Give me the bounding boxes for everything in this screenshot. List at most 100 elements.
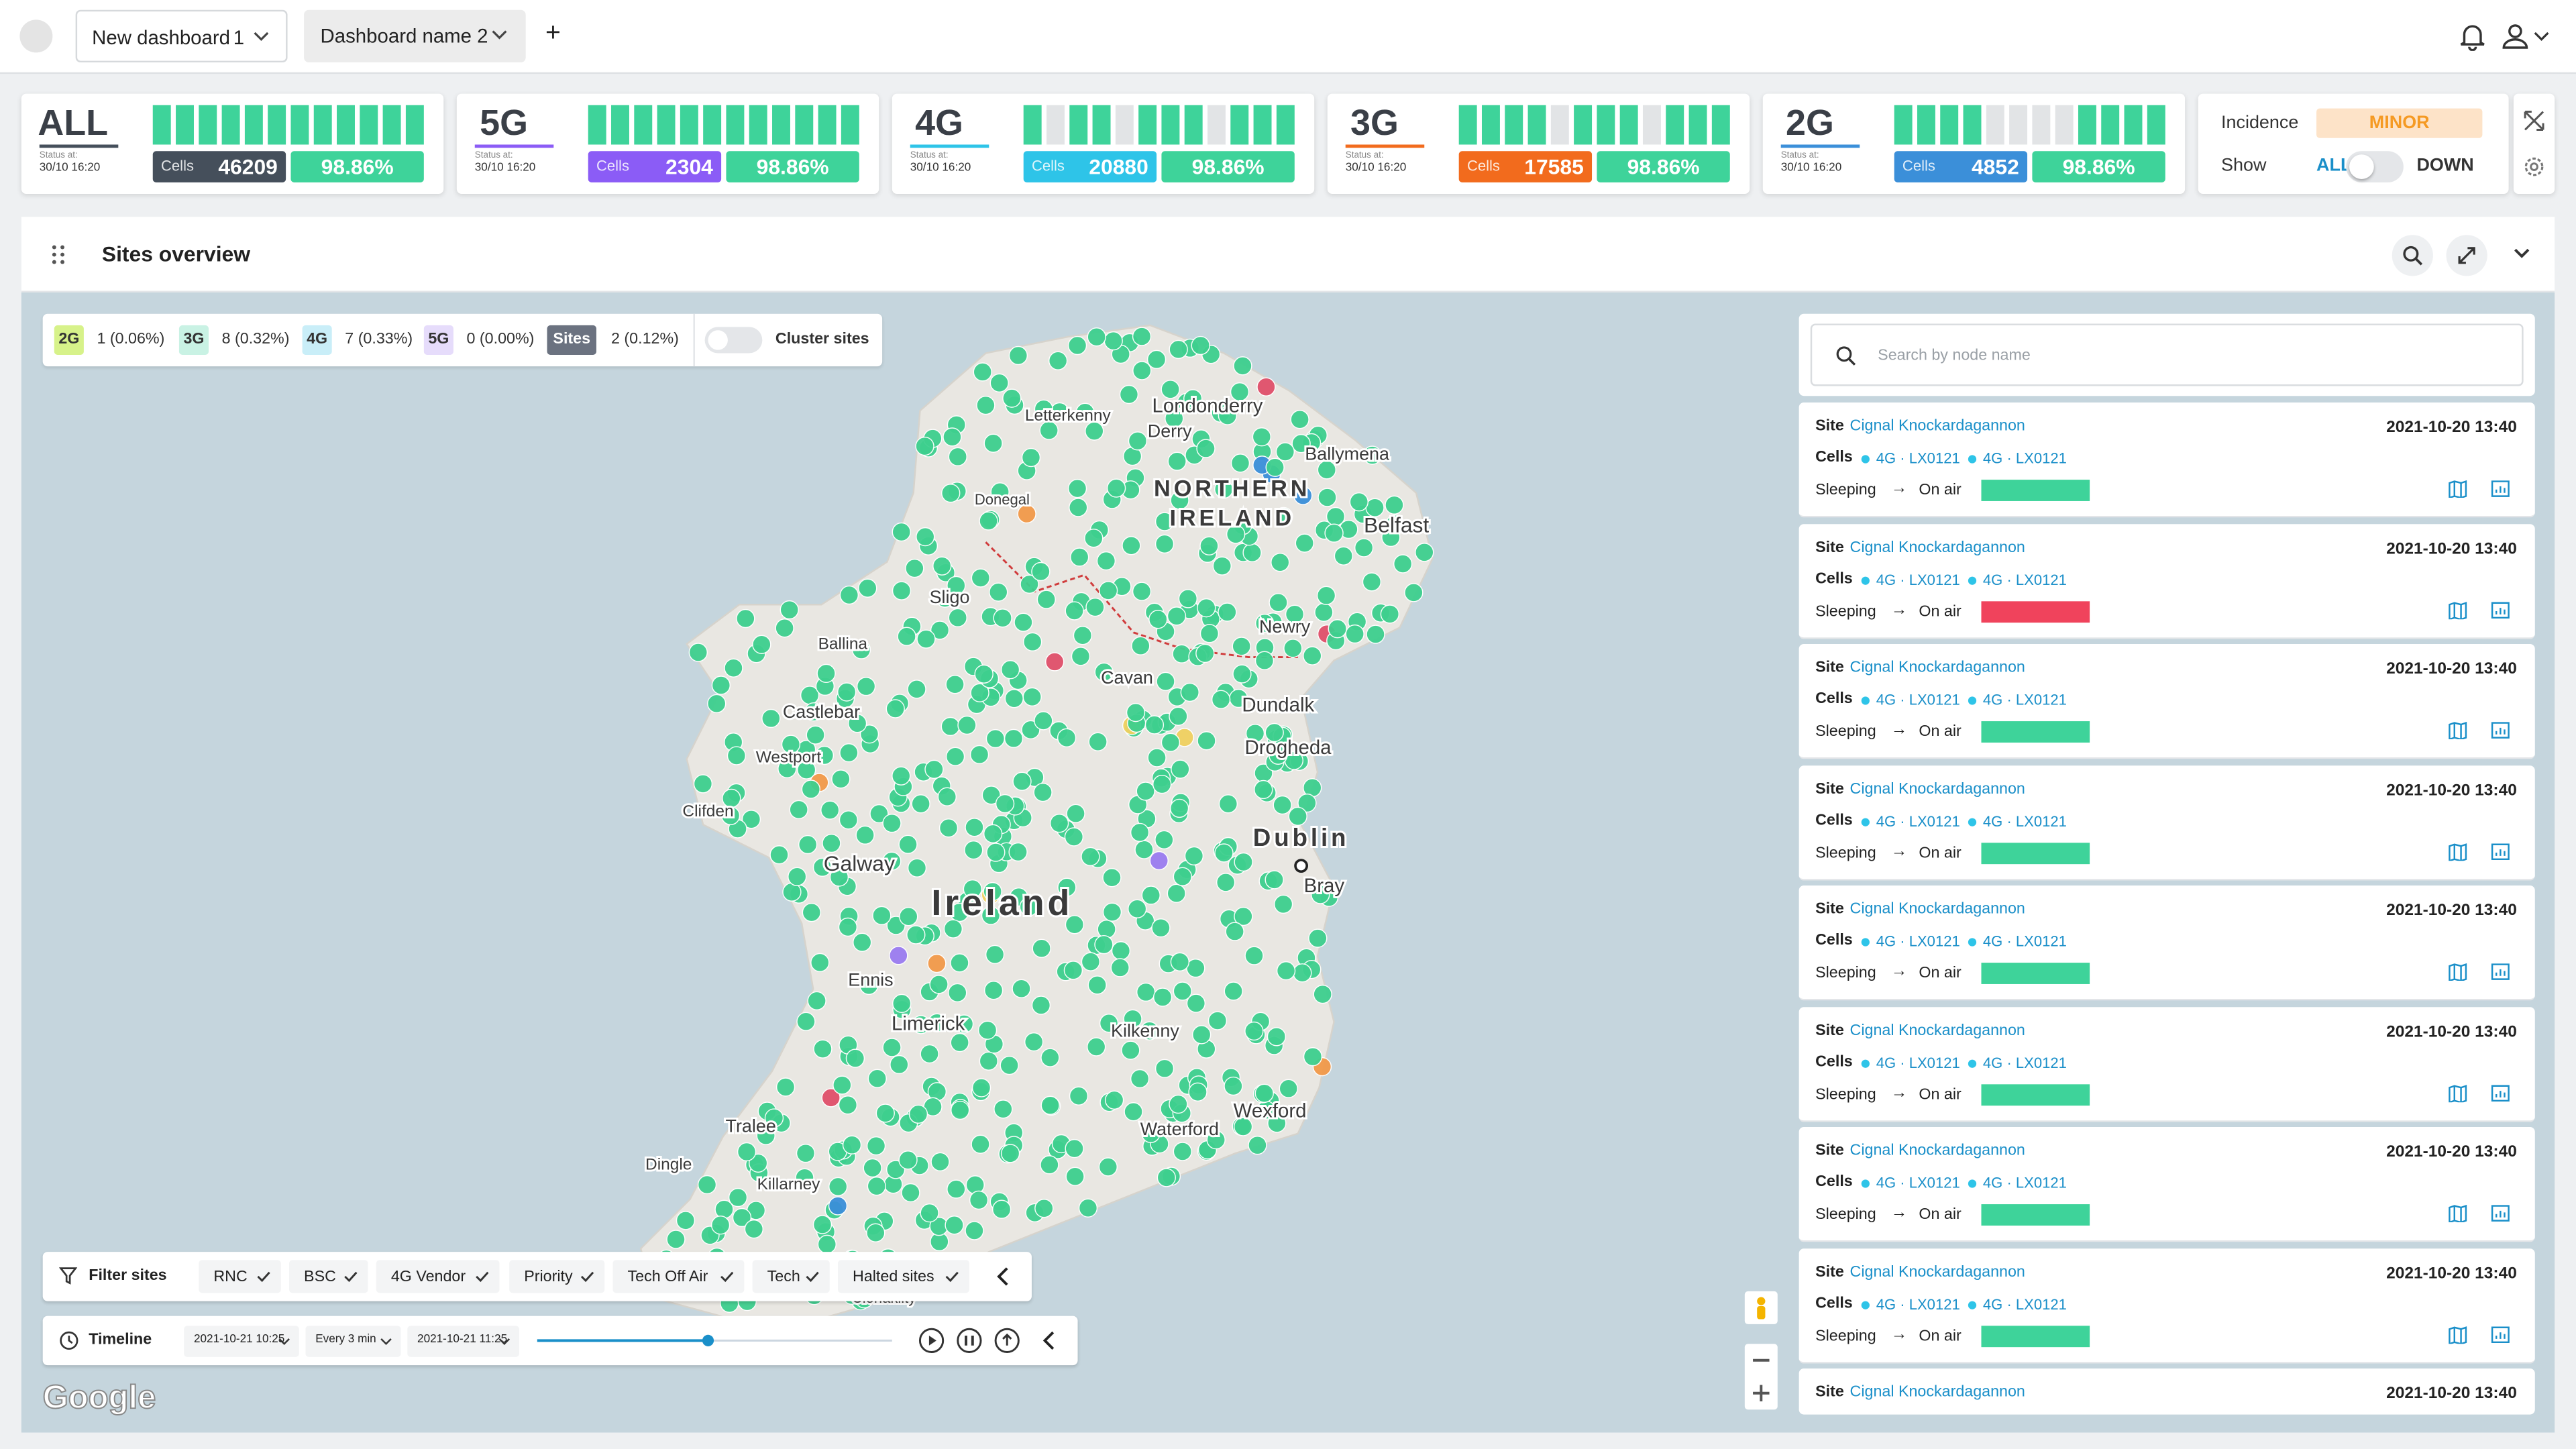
site-marker[interactable] [1256, 377, 1276, 396]
site-marker[interactable] [964, 840, 983, 860]
site-marker[interactable] [806, 725, 825, 745]
site-marker[interactable] [1191, 1025, 1212, 1044]
site-marker[interactable] [1087, 1037, 1106, 1057]
site-marker[interactable] [1032, 938, 1051, 959]
site-marker[interactable] [1214, 843, 1234, 863]
site-marker[interactable] [1232, 664, 1252, 684]
site-marker[interactable] [1197, 598, 1216, 618]
site-marker[interactable] [737, 1142, 757, 1162]
site-marker[interactable] [1313, 984, 1332, 1004]
site-marker[interactable] [969, 745, 989, 765]
site-marker[interactable] [839, 743, 859, 763]
site-marker[interactable] [1087, 975, 1107, 995]
cell-name[interactable]: 4G · LX0121 [1982, 1175, 2067, 1191]
site-marker[interactable] [821, 1088, 841, 1108]
filter-chip[interactable]: 4G Vendor [376, 1260, 500, 1293]
site-marker[interactable] [828, 1177, 848, 1197]
site-marker[interactable] [1078, 1198, 1098, 1218]
site-marker[interactable] [1224, 1076, 1243, 1096]
site-marker[interactable] [1012, 771, 1032, 791]
site-marker[interactable] [1324, 523, 1344, 543]
kpi-card[interactable]: 5G Status at: 30/10 16:20 Cells 2304 98.86% [456, 93, 879, 194]
site-marker[interactable] [1022, 687, 1042, 707]
cell-name[interactable]: 4G · LX0121 [1876, 450, 1960, 467]
site-marker[interactable] [1195, 643, 1215, 663]
site-marker[interactable] [899, 907, 918, 926]
site-marker[interactable] [1132, 361, 1152, 380]
site-marker[interactable] [1161, 733, 1181, 752]
site-marker[interactable] [915, 436, 934, 456]
site-marker[interactable] [727, 746, 747, 765]
site-name[interactable]: Cignal Knockardagannon [1849, 1383, 2025, 1401]
site-card[interactable]: Site Cignal Knockardagannon 2021-10-20 13:… [1799, 765, 2535, 880]
site-marker[interactable] [911, 794, 930, 814]
site-marker[interactable] [979, 1051, 999, 1071]
site-marker[interactable] [916, 527, 935, 547]
site-marker[interactable] [1124, 1102, 1143, 1122]
site-marker[interactable] [1271, 553, 1290, 572]
site-marker[interactable] [796, 1012, 816, 1031]
site-marker[interactable] [1196, 439, 1216, 458]
fullscreen-icon[interactable] [2524, 110, 2545, 131]
site-marker[interactable] [1273, 795, 1292, 815]
cell-name[interactable]: 4G · LX0121 [1876, 1054, 1960, 1071]
site-marker[interactable] [1265, 870, 1284, 890]
site-card[interactable]: Site Cignal Knockardagannon 2021-10-20 13:… [1799, 523, 2535, 639]
map-view-button[interactable] [2448, 842, 2467, 861]
site-marker[interactable] [892, 766, 911, 786]
site-marker[interactable] [965, 1221, 984, 1240]
site-marker[interactable] [1064, 827, 1084, 847]
site-marker[interactable] [1248, 1135, 1267, 1155]
site-marker[interactable] [901, 1183, 920, 1203]
site-marker[interactable] [1134, 840, 1154, 859]
site-marker[interactable] [1012, 979, 1031, 999]
site-marker[interactable] [859, 975, 879, 996]
site-marker[interactable] [666, 1230, 686, 1249]
site-marker[interactable] [1191, 335, 1210, 356]
site-marker[interactable] [1178, 589, 1198, 608]
site-marker[interactable] [1318, 488, 1337, 507]
show-all[interactable]: ALL [2316, 156, 2352, 176]
site-marker[interactable] [839, 585, 859, 605]
site-marker[interactable] [1283, 639, 1303, 658]
map-view-button[interactable] [2448, 721, 2467, 740]
site-marker[interactable] [812, 857, 833, 877]
site-marker[interactable] [1274, 506, 1293, 527]
filter-chip[interactable]: Priority [509, 1260, 605, 1293]
site-marker[interactable] [943, 919, 963, 938]
site-marker[interactable] [761, 708, 781, 729]
site-marker[interactable] [1088, 732, 1108, 751]
site-marker[interactable] [1354, 538, 1374, 557]
site-marker[interactable] [963, 879, 983, 899]
site-marker[interactable] [1295, 533, 1314, 553]
site-marker[interactable] [950, 1032, 969, 1053]
site-marker[interactable] [838, 1095, 858, 1115]
site-marker[interactable] [1255, 613, 1275, 633]
site-marker[interactable] [1393, 554, 1413, 574]
site-marker[interactable] [1110, 958, 1130, 977]
show-toggle[interactable] [2346, 151, 2404, 182]
site-marker[interactable] [1126, 702, 1146, 722]
site-marker[interactable] [1199, 624, 1220, 643]
site-marker[interactable] [1102, 902, 1122, 922]
site-marker[interactable] [797, 760, 816, 780]
site-marker[interactable] [1075, 402, 1095, 422]
site-marker[interactable] [1233, 356, 1252, 376]
cell-name[interactable]: 4G · LX0121 [1876, 1175, 1960, 1191]
site-marker[interactable] [851, 640, 871, 659]
site-marker[interactable] [1173, 1142, 1192, 1161]
site-marker[interactable] [1415, 543, 1434, 562]
site-marker[interactable] [1008, 842, 1028, 862]
site-marker[interactable] [1269, 593, 1288, 612]
site-marker[interactable] [986, 843, 1006, 862]
kpi-card[interactable]: 4G Status at: 30/10 16:20 Cells 20880 98.86% [892, 93, 1315, 194]
site-marker[interactable] [1069, 1086, 1089, 1106]
site-marker[interactable] [1233, 1117, 1253, 1136]
site-marker[interactable] [1230, 382, 1250, 402]
site-marker[interactable] [1285, 604, 1305, 624]
cell-name[interactable]: 4G · LX0121 [1982, 812, 2067, 829]
filter-chip[interactable]: Halted sites [837, 1260, 969, 1293]
site-marker[interactable] [1127, 899, 1147, 918]
filter-chip[interactable]: Tech Off Air [612, 1260, 745, 1293]
site-marker[interactable] [950, 953, 969, 973]
